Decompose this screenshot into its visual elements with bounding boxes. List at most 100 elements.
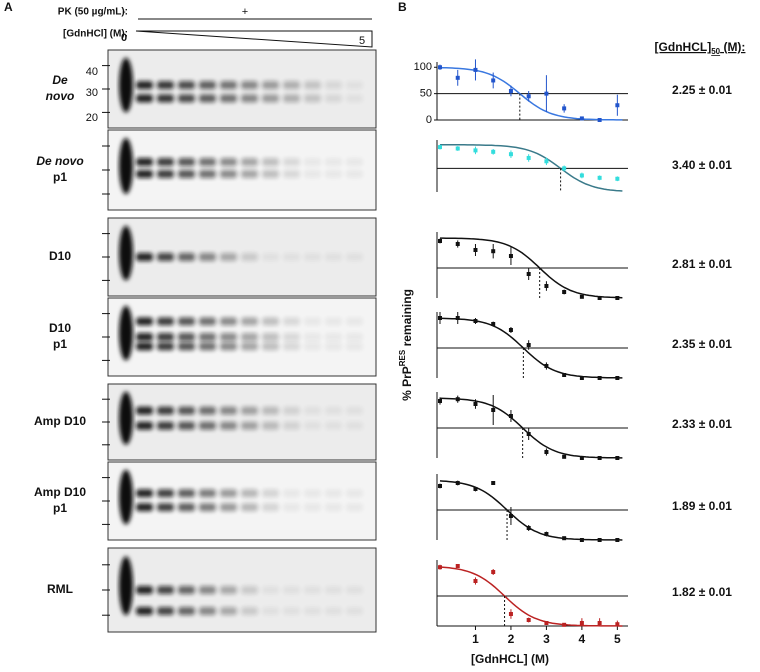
band (157, 81, 174, 90)
band (283, 421, 300, 430)
point (526, 618, 531, 622)
point (508, 514, 513, 518)
band (199, 170, 216, 178)
point (438, 239, 442, 243)
point (544, 532, 549, 536)
band (157, 342, 174, 351)
gdn-wedge (135, 30, 373, 48)
blot-label: Amp D10 (34, 414, 86, 428)
band (157, 253, 174, 261)
band (283, 333, 300, 341)
band (262, 333, 279, 341)
point (438, 316, 442, 320)
y-axis-label: % PrPRES remaining (398, 289, 414, 401)
band (325, 607, 342, 615)
point (491, 249, 496, 254)
marker-lane (119, 138, 133, 194)
band (325, 81, 342, 90)
point (579, 538, 584, 542)
point (615, 622, 620, 627)
panel-label: A (4, 0, 13, 14)
point (473, 579, 478, 583)
band (346, 170, 363, 178)
band (262, 586, 279, 594)
fit-curve (439, 66, 623, 121)
point (562, 166, 567, 171)
x-tick-label: 4 (579, 632, 586, 646)
band (157, 489, 174, 498)
band (241, 333, 258, 341)
band (136, 94, 153, 103)
band (199, 421, 216, 430)
blot-label: De (52, 73, 68, 87)
point (615, 456, 620, 460)
marker-lane (119, 225, 133, 281)
band (325, 342, 342, 351)
band (262, 94, 279, 103)
y-tick-label: 50 (420, 88, 432, 100)
result: 3.40 ± 0.01 (672, 158, 732, 172)
blot-label: p1 (53, 170, 67, 184)
point (473, 319, 478, 323)
band (220, 170, 237, 178)
marker-lane (119, 305, 133, 361)
fit-curve (439, 317, 623, 379)
point (491, 149, 496, 154)
band (136, 170, 153, 178)
band (178, 342, 195, 351)
band (220, 81, 237, 90)
band (304, 81, 321, 90)
band (199, 489, 216, 498)
point (455, 481, 460, 485)
band (178, 489, 195, 498)
point (597, 118, 602, 122)
band (241, 170, 258, 178)
fit-curve (439, 480, 623, 541)
marker-lane (119, 556, 133, 616)
x-axis-label: [GdnHCL] (M) (471, 652, 549, 666)
band (241, 342, 258, 351)
result-header: [GdnHCL]50 (M): (655, 40, 746, 56)
point (544, 364, 549, 368)
blot (107, 461, 377, 541)
band (304, 586, 321, 594)
point (562, 373, 567, 377)
point (508, 152, 513, 157)
blot-label: p1 (53, 501, 67, 515)
band (178, 421, 195, 430)
point (597, 538, 602, 542)
band (325, 421, 342, 430)
blot-label: p1 (53, 337, 67, 351)
pk-label: PK (50 µg/mL): (58, 7, 128, 18)
band (220, 333, 237, 341)
band (199, 253, 216, 261)
point (473, 402, 478, 406)
point (455, 242, 460, 246)
point (544, 159, 549, 164)
band (157, 333, 174, 341)
band (325, 406, 342, 415)
band (178, 158, 195, 166)
gdn-label: [GdnHCl] (M): (63, 29, 128, 40)
band (262, 317, 279, 326)
point (438, 484, 442, 488)
band (262, 253, 279, 261)
band (136, 81, 153, 90)
point (455, 75, 460, 80)
band (220, 607, 237, 615)
gdn-end: 5 (359, 35, 365, 47)
band (241, 489, 258, 498)
band (262, 81, 279, 90)
blot-label: D10 (49, 321, 71, 335)
band (346, 253, 363, 261)
band (157, 586, 174, 594)
marker-lane (119, 391, 133, 445)
point (438, 65, 442, 70)
band (283, 489, 300, 498)
band (283, 406, 300, 415)
point (562, 106, 567, 111)
point (544, 450, 549, 454)
point (508, 89, 513, 93)
band (346, 607, 363, 615)
point (579, 294, 584, 299)
